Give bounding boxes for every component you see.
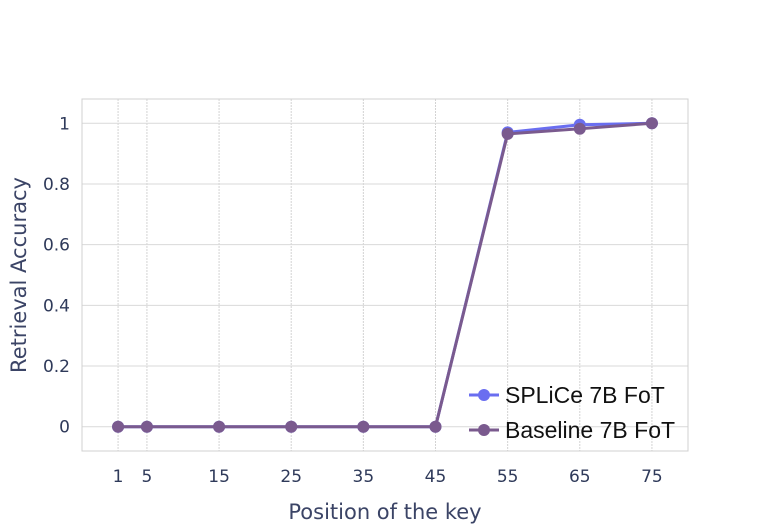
x-tick-label: 25 xyxy=(280,467,302,487)
x-axis-title: Position of the key xyxy=(288,500,481,524)
legend-marker-icon xyxy=(478,389,490,401)
x-tick-label: 5 xyxy=(142,467,153,487)
y-tick-label: 0.8 xyxy=(43,175,70,195)
x-tick-label: 45 xyxy=(425,467,447,487)
data-point-1[interactable] xyxy=(573,122,586,135)
legend-label-baseline: Baseline 7B FoT xyxy=(505,417,675,443)
x-tick-label: 55 xyxy=(497,467,519,487)
legend-label-splice: SPLiCe 7B FoT xyxy=(505,382,665,408)
legend-marker-icon xyxy=(478,424,490,436)
y-tick-label: 0.2 xyxy=(43,357,70,377)
series-layer xyxy=(112,117,658,433)
legend: SPLiCe 7B FoT Baseline 7B FoT xyxy=(469,382,675,443)
x-tick-label: 1 xyxy=(113,467,124,487)
x-axis-ticks: 1 5 15 25 35 45 55 65 75 xyxy=(113,467,663,487)
y-tick-label: 1 xyxy=(59,114,70,134)
x-tick-label: 65 xyxy=(569,467,591,487)
plot-area xyxy=(81,98,689,452)
data-point-1[interactable] xyxy=(645,117,658,130)
data-point-1[interactable] xyxy=(429,420,442,433)
legend-item-splice[interactable]: SPLiCe 7B FoT xyxy=(469,382,665,408)
data-point-1[interactable] xyxy=(112,420,125,433)
y-axis-title: Retrieval Accuracy xyxy=(7,177,31,373)
data-point-1[interactable] xyxy=(501,127,514,140)
y-axis-ticks: 0 0.2 0.4 0.6 0.8 1 xyxy=(43,114,70,437)
y-tick-label: 0.6 xyxy=(43,236,70,256)
y-tick-label: 0 xyxy=(59,418,70,438)
x-tick-label: 35 xyxy=(353,467,375,487)
x-tick-label: 15 xyxy=(208,467,230,487)
data-point-1[interactable] xyxy=(140,420,153,433)
legend-item-baseline[interactable]: Baseline 7B FoT xyxy=(469,417,675,443)
x-tick-label: 75 xyxy=(641,467,663,487)
data-point-1[interactable] xyxy=(213,420,226,433)
data-point-1[interactable] xyxy=(285,420,298,433)
data-point-1[interactable] xyxy=(357,420,370,433)
y-tick-label: 0.4 xyxy=(43,296,70,316)
